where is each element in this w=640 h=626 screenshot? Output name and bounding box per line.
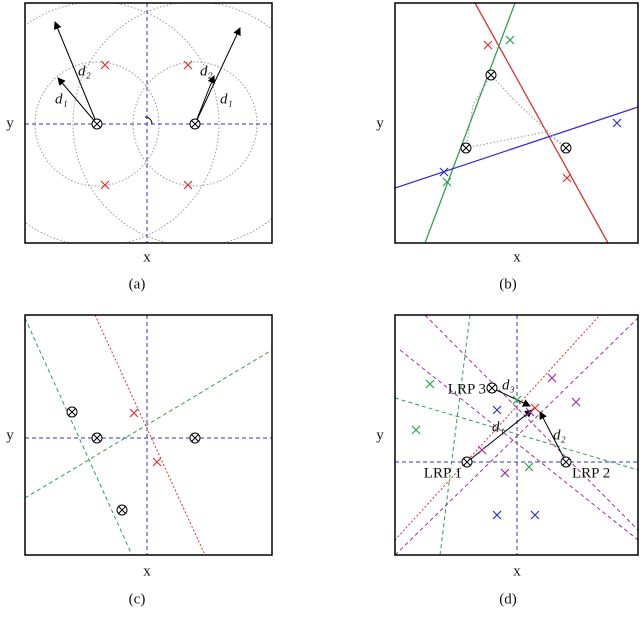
cross-marker: [183, 180, 193, 190]
cross-marker: [562, 173, 572, 183]
y-axis-label: y: [6, 115, 14, 131]
cross-marker: [524, 462, 534, 472]
y-axis-label: y: [6, 427, 14, 443]
cross-marker: [492, 405, 502, 415]
cross-marker: [439, 167, 449, 177]
cross-marker: [547, 373, 557, 383]
cross-marker: [477, 445, 487, 455]
reference-point-cross: [93, 120, 101, 128]
cross-marker: [512, 395, 522, 405]
cross-marker: [425, 379, 435, 389]
cross-marker: [492, 510, 502, 520]
cross-marker: [129, 408, 139, 418]
panel-label: (d): [499, 591, 517, 607]
annotation: d₂: [200, 63, 213, 79]
cross-marker: [500, 468, 510, 478]
cross-marker: [571, 397, 581, 407]
reference-point-cross: [562, 458, 570, 466]
annotation: d₁: [55, 91, 68, 107]
cross-marker: [152, 457, 162, 467]
annotation: d₃: [502, 377, 515, 393]
cross-marker: [612, 118, 622, 128]
reference-point-cross: [191, 434, 199, 442]
panel-label: (a): [129, 276, 146, 292]
panel-b: y x (b): [376, 2, 639, 292]
y-axis-label: y: [376, 427, 384, 443]
annotation: d₂: [78, 63, 91, 79]
x-axis-label: x: [513, 563, 521, 579]
annotation: LRP 3: [448, 381, 486, 397]
x-axis-label: x: [143, 563, 151, 579]
reference-point-cross: [93, 434, 101, 442]
annotation: LRP 1: [424, 465, 462, 481]
cross-marker: [483, 40, 493, 50]
panel-d: LRP 3 d₃ d₁ d₂ LRP 1 LRP 2 y x (d): [376, 314, 639, 607]
cross-marker: [530, 510, 540, 520]
cross-marker: [411, 425, 421, 435]
cross-marker: [100, 180, 110, 190]
cross-marker: [505, 35, 515, 45]
annotation: LRP 2: [572, 465, 610, 481]
annotation: d₁: [492, 419, 505, 435]
cross-marker: [442, 177, 452, 187]
annotation: d₂: [553, 427, 566, 443]
cross-marker: [525, 407, 535, 417]
reference-point-cross: [191, 120, 199, 128]
reference-point-cross: [488, 384, 496, 392]
reference-point-cross: [487, 71, 495, 79]
cross-marker: [530, 403, 540, 413]
x-axis-label: x: [513, 249, 521, 265]
cross-marker: [100, 60, 110, 70]
panel-label: (b): [499, 276, 517, 292]
annotation: d₁: [220, 91, 233, 107]
panel-c: y x (c): [6, 314, 273, 607]
cross-marker: [183, 60, 193, 70]
x-axis-label: x: [143, 249, 151, 265]
panel-label: (c): [129, 591, 146, 607]
reference-point-cross: [462, 144, 470, 152]
reference-point-cross: [562, 144, 570, 152]
reference-point-cross: [463, 458, 471, 466]
y-axis-label: y: [376, 115, 384, 131]
reference-point-cross: [118, 506, 126, 514]
panel-a: d₂ d₁ d₂ d₁ y x (a): [6, 2, 273, 292]
reference-point-cross: [68, 408, 76, 416]
